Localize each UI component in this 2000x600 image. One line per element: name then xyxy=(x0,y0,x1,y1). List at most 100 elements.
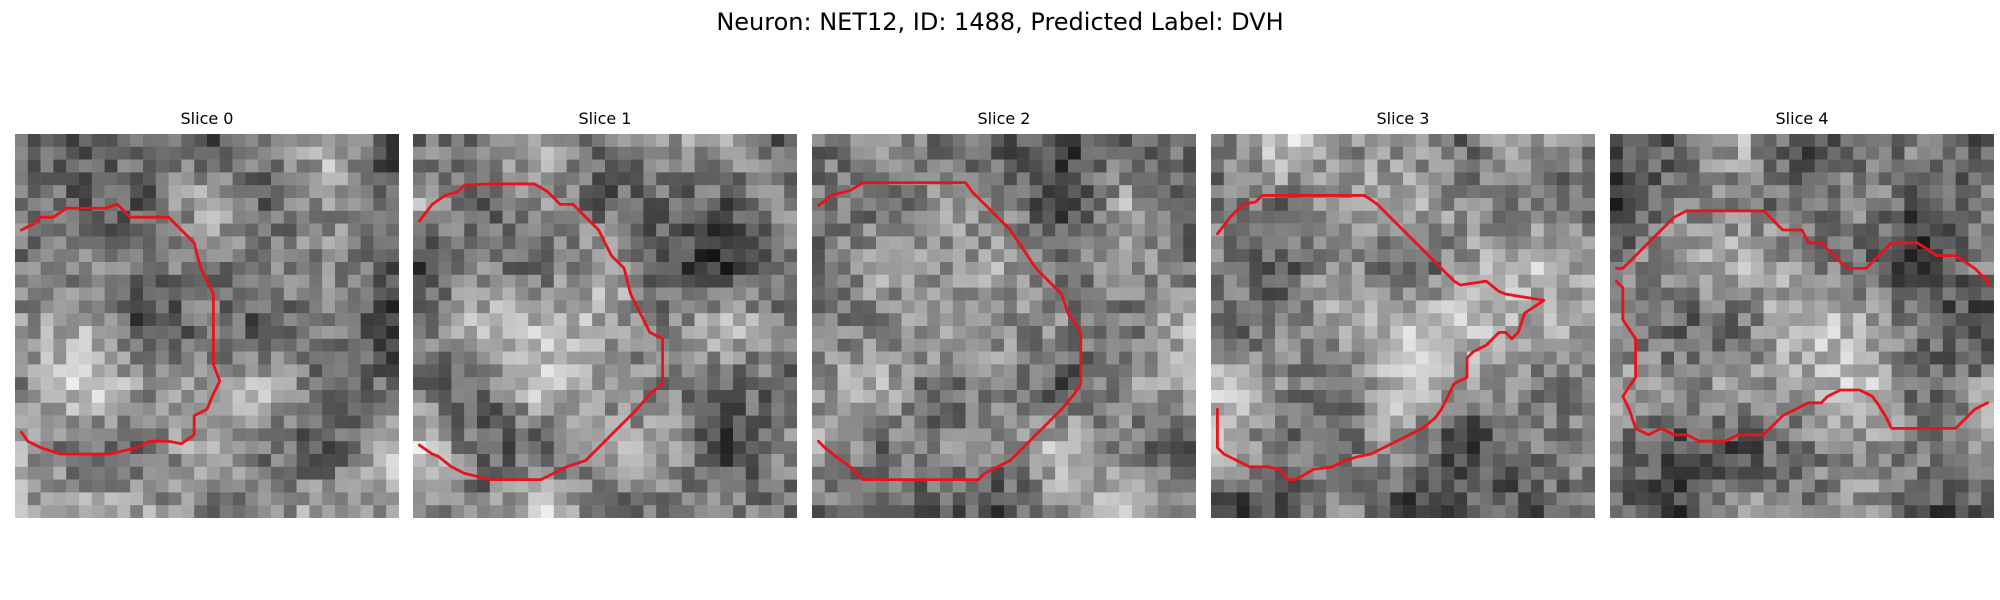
pixel xyxy=(1042,466,1056,480)
pixel xyxy=(1236,390,1250,404)
pixel xyxy=(1364,326,1378,340)
pixel xyxy=(991,466,1005,480)
pixel xyxy=(1093,441,1107,455)
pixel xyxy=(1377,159,1391,173)
pixel xyxy=(1543,198,1557,212)
pixel xyxy=(464,146,478,160)
pixel xyxy=(258,492,272,506)
pixel xyxy=(553,326,567,340)
pixel xyxy=(1428,185,1442,199)
pixel xyxy=(1300,210,1314,224)
pixel xyxy=(1763,146,1777,160)
pixel xyxy=(1712,338,1726,352)
pixel xyxy=(824,287,838,301)
pixel xyxy=(451,146,465,160)
pixel xyxy=(927,249,941,263)
pixel xyxy=(669,454,683,468)
pixel xyxy=(1377,415,1391,429)
pixel xyxy=(1827,172,1841,186)
pixel xyxy=(1853,428,1867,442)
pixel xyxy=(1518,262,1532,276)
pixel xyxy=(155,262,169,276)
pixel xyxy=(1610,326,1624,340)
pixel xyxy=(386,287,399,301)
pixel xyxy=(1211,274,1225,288)
pixel xyxy=(66,479,80,493)
pixel xyxy=(232,505,246,518)
pixel xyxy=(40,402,54,416)
pixel xyxy=(901,134,915,148)
pixel xyxy=(1351,505,1365,518)
slice-4-image xyxy=(1610,134,1994,518)
pixel xyxy=(1802,172,1816,186)
pixel xyxy=(489,249,503,263)
pixel xyxy=(1029,505,1043,518)
pixel xyxy=(413,134,427,148)
pixel xyxy=(1750,351,1764,365)
pixel xyxy=(669,236,683,250)
pixel xyxy=(1750,249,1764,263)
pixel xyxy=(605,159,619,173)
pixel xyxy=(117,377,131,391)
pixel xyxy=(130,146,144,160)
pixel xyxy=(1300,377,1314,391)
pixel xyxy=(630,198,644,212)
pixel xyxy=(863,338,877,352)
pixel xyxy=(347,377,361,391)
pixel xyxy=(1942,313,1956,327)
pixel xyxy=(1377,390,1391,404)
pixel xyxy=(837,402,851,416)
pixel xyxy=(232,326,246,340)
pixel xyxy=(181,262,195,276)
pixel xyxy=(464,338,478,352)
pixel xyxy=(309,223,323,237)
pixel xyxy=(863,466,877,480)
pixel xyxy=(79,377,93,391)
pixel xyxy=(630,505,644,518)
pixel xyxy=(1080,326,1094,340)
pixel xyxy=(1467,236,1481,250)
pixel xyxy=(1339,466,1353,480)
pixel xyxy=(1930,262,1944,276)
pixel xyxy=(79,146,93,160)
pixel xyxy=(66,159,80,173)
pixel xyxy=(656,300,670,314)
pixel xyxy=(1904,390,1918,404)
pixel xyxy=(978,390,992,404)
pixel xyxy=(155,415,169,429)
pixel xyxy=(1556,326,1570,340)
pixel xyxy=(1930,479,1944,493)
pixel xyxy=(66,300,80,314)
pixel xyxy=(245,364,259,378)
pixel xyxy=(296,441,310,455)
pixel xyxy=(1016,479,1030,493)
pixel xyxy=(592,134,606,148)
pixel xyxy=(1183,236,1196,250)
pixel xyxy=(464,492,478,506)
pixel xyxy=(837,338,851,352)
pixel xyxy=(1377,466,1391,480)
pixel xyxy=(876,351,890,365)
pixel xyxy=(360,185,374,199)
pixel xyxy=(1170,338,1184,352)
pixel xyxy=(1531,505,1545,518)
pixel xyxy=(876,210,890,224)
pixel xyxy=(694,262,708,276)
pixel xyxy=(812,402,826,416)
pixel xyxy=(1262,377,1276,391)
pixel xyxy=(1351,415,1365,429)
pixel xyxy=(464,300,478,314)
pixel xyxy=(117,146,131,160)
pixel xyxy=(1917,287,1931,301)
pixel xyxy=(66,364,80,378)
pixel xyxy=(66,326,80,340)
pixel xyxy=(1840,249,1854,263)
pixel xyxy=(1518,338,1532,352)
pixel xyxy=(1428,364,1442,378)
pixel xyxy=(1776,364,1790,378)
pixel xyxy=(1236,428,1250,442)
pixel xyxy=(1556,274,1570,288)
pixel xyxy=(130,326,144,340)
pixel xyxy=(965,466,979,480)
pixel xyxy=(978,274,992,288)
